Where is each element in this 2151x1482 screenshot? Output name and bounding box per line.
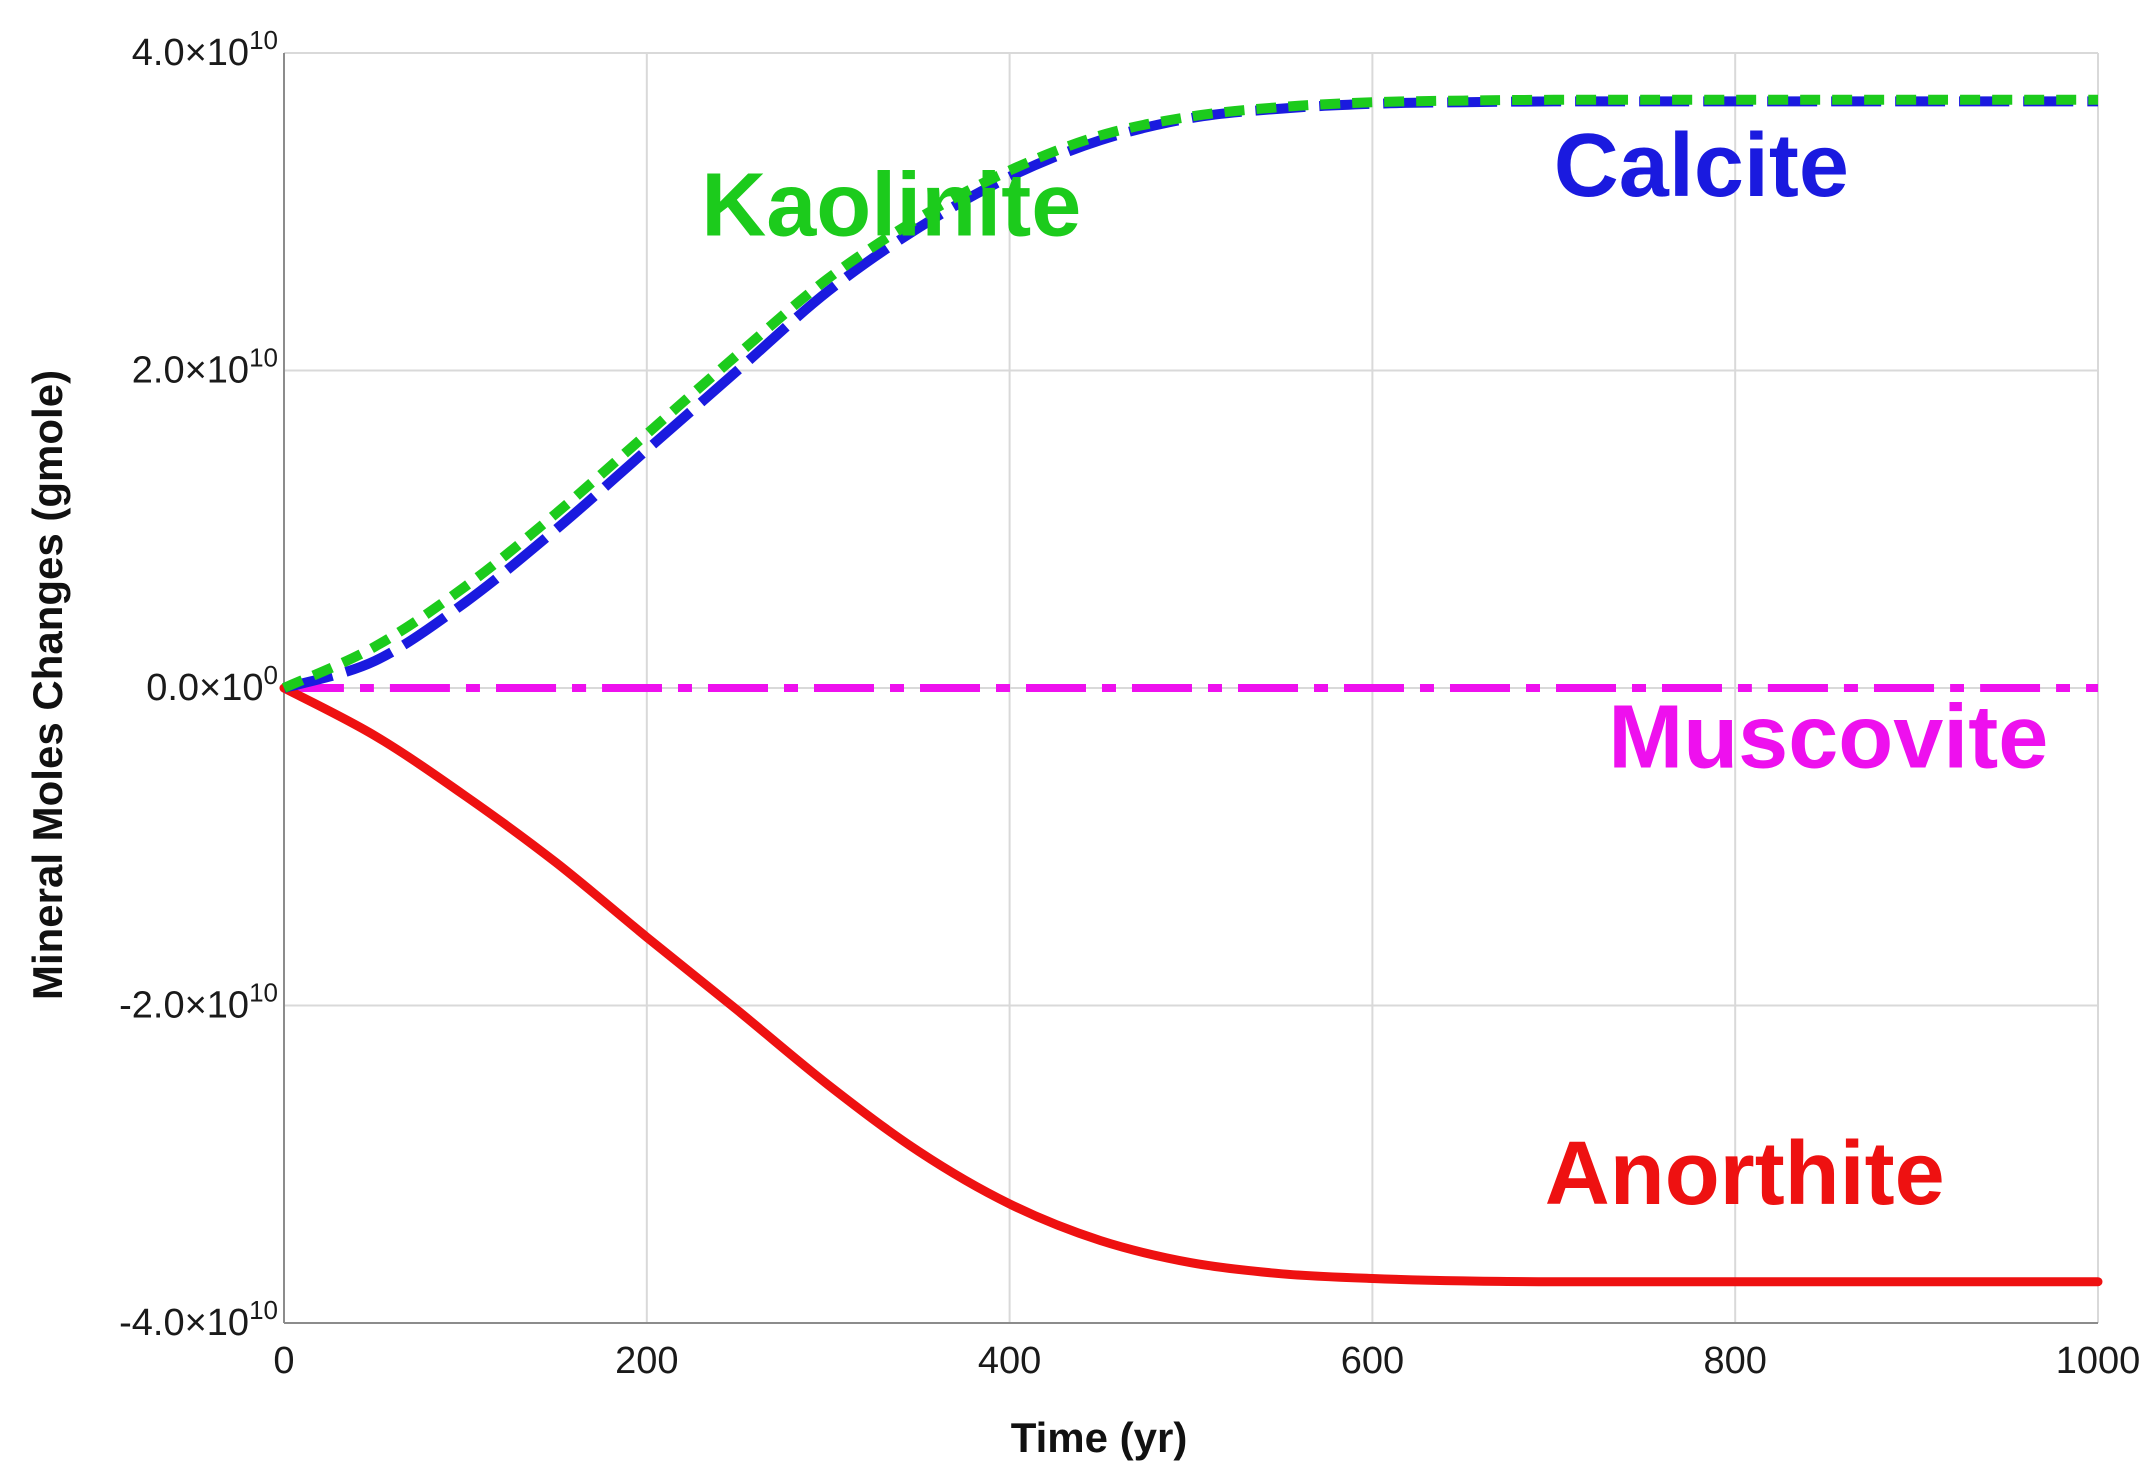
series-kaolinite-line bbox=[281, 94, 2098, 693]
series-label-kaolinite: Kaolinite bbox=[701, 156, 1081, 256]
y-tick-mantissa: 4.0×10 bbox=[132, 32, 249, 74]
series-lines bbox=[279, 94, 2103, 1287]
y-tick-label: -2.0×1010 bbox=[119, 978, 278, 1027]
series-label-anorthite: Anorthite bbox=[1545, 1124, 1945, 1224]
y-tick-exponent: 10 bbox=[249, 25, 278, 55]
y-tick-mantissa: -2.0×10 bbox=[119, 985, 249, 1027]
y-tick-mantissa: 2.0×10 bbox=[132, 350, 249, 392]
y-tick-exponent: 0 bbox=[264, 660, 278, 690]
x-axis-ticks: 0 200 400 600 800 1000 bbox=[273, 1340, 2140, 1382]
x-tick-label: 800 bbox=[1703, 1340, 1766, 1382]
y-axis-title: Mineral Moles Changes (gmole) bbox=[24, 370, 71, 1000]
y-axis-ticks: 4.0×10102.0×10100.0×100-2.0×1010-4.0×101… bbox=[119, 25, 278, 1344]
x-tick-label: 600 bbox=[1341, 1340, 1404, 1382]
series-labels: Kaolinite Calcite Muscovite Anorthite bbox=[701, 116, 2048, 1224]
y-tick-label: 4.0×1010 bbox=[132, 25, 278, 74]
series-label-calcite: Calcite bbox=[1554, 116, 1849, 216]
y-tick-label: 2.0×1010 bbox=[132, 343, 278, 392]
y-tick-label: 0.0×100 bbox=[146, 660, 278, 709]
y-tick-exponent: 10 bbox=[249, 978, 278, 1008]
y-tick-mantissa: 0.0×10 bbox=[146, 667, 263, 709]
x-axis-title: Time (yr) bbox=[1011, 1414, 1188, 1461]
x-tick-label: 1000 bbox=[2056, 1340, 2141, 1382]
series-anorthite-line bbox=[279, 683, 2103, 1287]
x-tick-label: 0 bbox=[273, 1340, 294, 1382]
y-tick-exponent: 10 bbox=[249, 1295, 278, 1325]
x-tick-label: 200 bbox=[615, 1340, 678, 1382]
x-tick-label: 400 bbox=[978, 1340, 1041, 1382]
y-tick-exponent: 10 bbox=[249, 343, 278, 373]
y-tick-mantissa: -4.0×10 bbox=[119, 1302, 249, 1344]
y-tick-label: -4.0×1010 bbox=[119, 1295, 278, 1344]
series-label-muscovite: Muscovite bbox=[1608, 687, 2048, 787]
